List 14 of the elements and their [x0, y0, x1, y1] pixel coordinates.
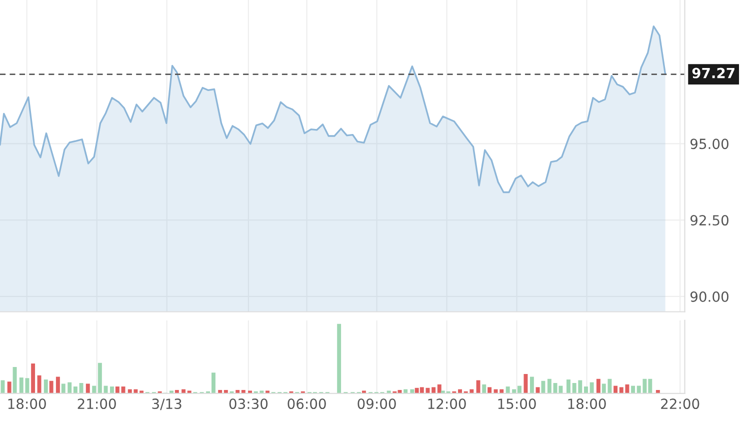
x-tick-label: 18:00 — [8, 398, 46, 410]
x-tick-label: 06:00 — [288, 398, 326, 410]
x-tick-label: 21:00 — [78, 398, 116, 410]
x-tick-label: 03:30 — [229, 398, 268, 410]
x-tick-label: 15:00 — [498, 398, 536, 410]
x-tick-label: 12:00 — [428, 398, 466, 410]
x-tick-label: 22:00 — [661, 398, 700, 410]
y-tick-label: 90.00 — [690, 291, 728, 302]
y-tick-label: 92.50 — [690, 215, 728, 226]
y-tick-label: 95.00 — [690, 138, 728, 150]
x-tick-label: 3/13 — [152, 398, 182, 410]
ref-line-label: 97.27 — [692, 68, 734, 78]
x-tick-label: 09:00 — [358, 398, 396, 410]
x-tick-label: 18:00 — [568, 398, 606, 410]
